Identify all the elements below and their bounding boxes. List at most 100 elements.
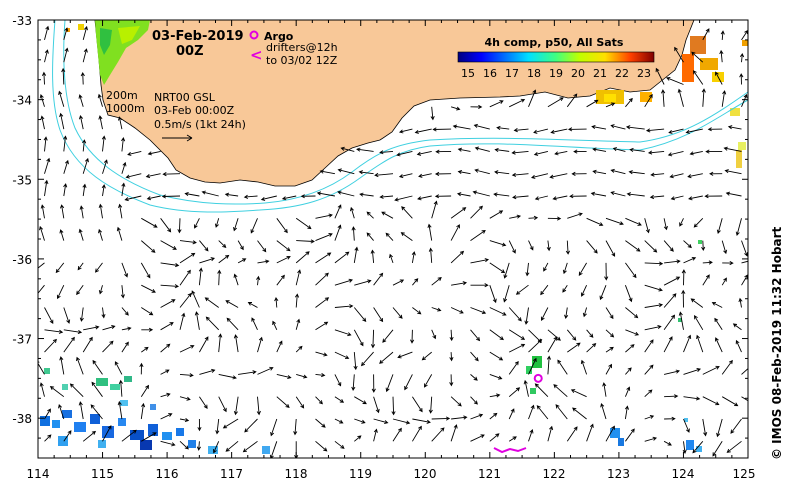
current-vector-arrow bbox=[334, 251, 350, 264]
current-vector-arrow bbox=[141, 346, 149, 353]
current-vector-arrow bbox=[726, 440, 742, 453]
current-vector-arrow bbox=[101, 184, 106, 197]
current-vector-arrow bbox=[683, 240, 692, 249]
current-vector-arrow bbox=[644, 261, 664, 266]
current-vector-arrow bbox=[509, 214, 522, 219]
current-vector-arrow bbox=[555, 404, 568, 420]
argo-legend-label: Argo bbox=[264, 30, 294, 43]
current-vector-arrow bbox=[721, 359, 733, 375]
current-vector-arrow bbox=[428, 396, 433, 414]
current-vector-arrow bbox=[430, 106, 435, 121]
current-vector-arrow bbox=[586, 240, 598, 254]
current-vector-arrow bbox=[668, 128, 684, 134]
current-vector-arrow bbox=[472, 190, 490, 197]
current-vector-arrow bbox=[557, 359, 568, 375]
current-vector-arrow bbox=[434, 171, 452, 176]
y-tick-label: -34 bbox=[12, 94, 32, 108]
current-vector-arrow bbox=[276, 240, 291, 252]
current-vector-arrow bbox=[644, 324, 662, 331]
current-vector-arrow bbox=[669, 173, 684, 179]
current-vector-arrow bbox=[334, 304, 354, 309]
current-vector-arrow bbox=[39, 225, 45, 241]
current-vector-arrow bbox=[226, 317, 239, 331]
current-vector-arrow bbox=[199, 396, 208, 409]
current-vector-arrow bbox=[644, 436, 658, 442]
current-vector-arrow bbox=[120, 285, 125, 299]
current-vector-arrow bbox=[102, 425, 112, 442]
current-vector-arrow bbox=[401, 206, 413, 219]
current-vector-arrow bbox=[59, 229, 65, 241]
current-vector-arrow bbox=[741, 93, 748, 107]
current-vector-arrow bbox=[141, 284, 156, 293]
x-tick-label: 116 bbox=[156, 467, 179, 481]
current-vector-arrow bbox=[552, 195, 568, 201]
current-vector-arrow bbox=[591, 124, 607, 130]
colorbar bbox=[457, 51, 655, 63]
current-vector-arrow bbox=[44, 307, 54, 325]
current-vector-arrow bbox=[118, 379, 123, 397]
current-vector-arrow bbox=[554, 150, 568, 156]
current-vector-arrow bbox=[218, 254, 230, 264]
current-vector-arrow bbox=[373, 418, 389, 425]
x-tick-label: 125 bbox=[733, 467, 756, 481]
colorbar-title: 4h comp, p50, All Sats bbox=[485, 36, 624, 49]
current-vector-arrow bbox=[82, 48, 88, 63]
current-vector-arrow bbox=[457, 169, 471, 175]
current-vector-arrow bbox=[276, 396, 290, 409]
current-vector-arrow bbox=[707, 127, 723, 132]
current-vector-arrow bbox=[508, 343, 526, 353]
current-vector-arrow bbox=[571, 171, 587, 176]
current-vector-arrow bbox=[511, 150, 529, 155]
y-tick-label: -38 bbox=[12, 412, 32, 426]
current-vector-arrow bbox=[528, 215, 539, 220]
current-vector-arrow bbox=[431, 277, 442, 286]
current-vector-arrow bbox=[276, 218, 288, 234]
current-vector-arrow bbox=[721, 277, 727, 286]
current-vector-arrow bbox=[214, 218, 220, 228]
current-vector-arrow bbox=[450, 424, 458, 442]
current-vector-arrow bbox=[373, 272, 384, 286]
current-vector-arrow bbox=[525, 262, 530, 277]
current-vector-arrow bbox=[663, 369, 681, 375]
current-vector-arrow bbox=[663, 314, 676, 331]
current-vector-arrow bbox=[714, 317, 723, 331]
current-vector-arrow bbox=[146, 195, 161, 201]
current-vector-arrow bbox=[179, 396, 191, 401]
x-tick-label: 117 bbox=[220, 467, 243, 481]
current-vector-arrow bbox=[410, 329, 415, 344]
credit-label: © IMOS 08-Feb-2019 11:32 Hobart bbox=[770, 226, 784, 460]
current-vector-arrow bbox=[218, 396, 227, 413]
current-vector-arrow bbox=[513, 128, 529, 133]
sst-coastal-west bbox=[66, 20, 150, 85]
current-vector-arrow bbox=[605, 102, 616, 108]
current-vector-arrow bbox=[470, 351, 479, 362]
current-vector-arrow bbox=[580, 285, 588, 297]
y-tick-label: -36 bbox=[12, 253, 32, 267]
current-vector-arrow bbox=[351, 226, 356, 241]
current-vector-arrow bbox=[681, 289, 686, 308]
current-vector-arrow bbox=[334, 418, 344, 424]
current-vector-arrow bbox=[727, 125, 742, 130]
current-vector-arrow bbox=[63, 336, 75, 353]
current-vector-arrow bbox=[524, 307, 529, 325]
current-vector-arrow bbox=[160, 284, 180, 289]
current-vector-arrow bbox=[451, 415, 468, 420]
current-vector-arrow bbox=[683, 256, 697, 264]
current-vector-arrow bbox=[78, 94, 84, 107]
current-vector-arrow bbox=[565, 240, 571, 255]
current-vector-arrow bbox=[508, 240, 516, 254]
map-date: 03-Feb-2019 bbox=[152, 29, 244, 44]
current-vector-arrow bbox=[663, 293, 677, 308]
current-vector-arrow bbox=[567, 127, 587, 132]
current-vector-arrow bbox=[547, 336, 558, 353]
current-vector-arrow bbox=[63, 307, 71, 324]
current-vector-arrow bbox=[489, 373, 503, 380]
current-vector-arrow bbox=[489, 307, 507, 316]
current-vector-arrow bbox=[233, 218, 239, 232]
current-vector-arrow bbox=[257, 336, 263, 353]
current-vector-arrow bbox=[715, 71, 723, 85]
x-tick-label: 122 bbox=[543, 467, 566, 481]
current-vector-arrow bbox=[605, 346, 614, 353]
current-vector-arrow bbox=[102, 340, 114, 353]
current-vector-arrow bbox=[295, 396, 305, 409]
